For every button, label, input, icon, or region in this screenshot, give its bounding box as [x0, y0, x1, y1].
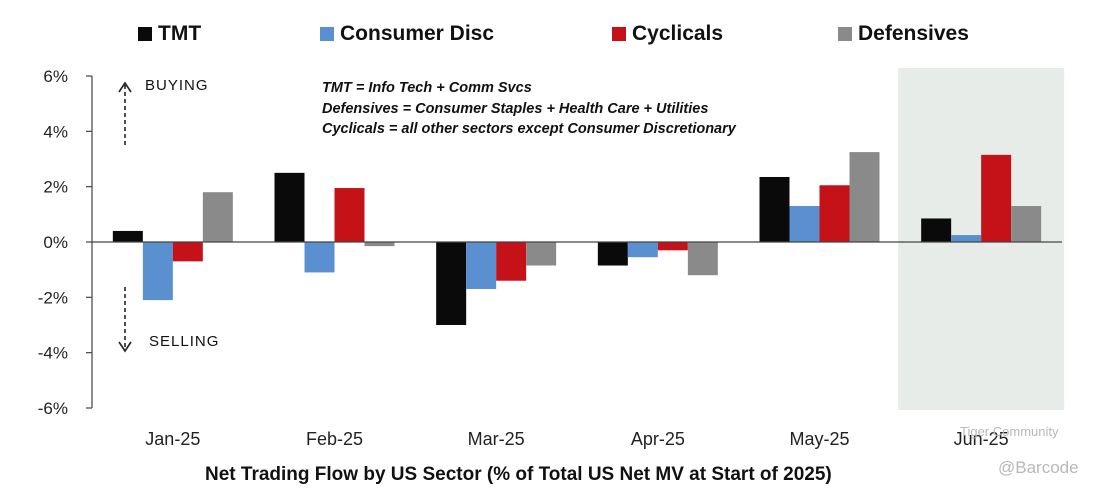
watermark-community: Tiger Community — [960, 424, 1059, 439]
bar-cyclicals-jan-25 — [172, 242, 203, 262]
bar-consumer-disc-mar-25 — [466, 242, 497, 290]
x-tick-label: May-25 — [789, 429, 849, 449]
bar-defensives-feb-25 — [364, 242, 395, 247]
x-tick-label: Jan-25 — [145, 429, 200, 449]
buying-arrow — [118, 81, 132, 145]
legend-item-defensives: Defensives — [838, 22, 969, 46]
y-tick-label: 0% — [43, 233, 68, 252]
buying-label: BUYING — [145, 77, 209, 94]
bar-tmt-jun-25 — [921, 218, 952, 242]
legend-label-tmt: TMT — [158, 22, 202, 45]
x-tick-label: Apr-25 — [631, 429, 685, 449]
x-axis: Jan-25 Feb-25 Mar-25 Apr-25 May-25 Jun-25 — [145, 429, 1008, 449]
note-line-cyclicals: Cyclicals = all other sectors except Con… — [322, 121, 736, 137]
note-line-tmt: TMT = Info Tech + Comm Svcs — [322, 80, 532, 96]
bar-tmt-apr-25 — [597, 242, 628, 266]
bar-tmt-jan-25 — [112, 230, 143, 242]
bars — [112, 152, 1042, 325]
bar-cyclicals-jun-25 — [981, 154, 1012, 242]
selling-arrow — [118, 287, 132, 353]
bar-tmt-feb-25 — [274, 172, 305, 242]
bar-cyclicals-apr-25 — [657, 242, 688, 251]
legend-label-defensives: Defensives — [858, 22, 969, 45]
bar-consumer-disc-apr-25 — [627, 242, 658, 258]
bar-defensives-jun-25 — [1011, 206, 1042, 242]
legend-item-tmt: TMT — [138, 22, 201, 46]
bar-tmt-mar-25 — [436, 242, 467, 325]
legend-item-cyclicals: Cyclicals — [612, 22, 723, 46]
bar-defensives-mar-25 — [526, 242, 557, 266]
bar-defensives-jan-25 — [202, 192, 233, 242]
legend-swatch-defensives — [838, 27, 852, 41]
definitions-note: TMT = Info Tech + Comm Svcs Defensives =… — [322, 78, 736, 140]
legend-label-consumer-disc: Consumer Disc — [340, 22, 495, 45]
y-axis: 6% 4% 2% 0% -2% -4% -6% — [38, 67, 93, 418]
x-axis-title: Net Trading Flow by US Sector (% of Tota… — [205, 464, 832, 485]
legend-swatch-tmt — [138, 27, 152, 41]
bar-defensives-may-25 — [849, 152, 880, 242]
y-tick-label: -2% — [38, 288, 68, 307]
legend: TMT Consumer Disc Cyclicals Defensives — [0, 22, 1116, 52]
legend-swatch-consumer-disc — [320, 27, 334, 41]
y-tick-label: -4% — [38, 344, 68, 363]
x-tick-label: Jun-25 — [954, 429, 1009, 449]
y-tick-label: 2% — [43, 178, 68, 197]
x-tick-label: Mar-25 — [468, 429, 525, 449]
bar-consumer-disc-feb-25 — [304, 242, 335, 273]
bar-cyclicals-feb-25 — [334, 188, 365, 242]
y-tick-label: 6% — [43, 67, 68, 86]
bar-defensives-apr-25 — [687, 242, 718, 276]
legend-swatch-cyclicals — [612, 27, 626, 41]
bar-cyclicals-may-25 — [819, 185, 850, 242]
bar-cyclicals-mar-25 — [496, 242, 527, 281]
selling-label: SELLING — [149, 333, 220, 350]
bar-consumer-disc-jun-25 — [951, 235, 982, 242]
y-tick-label: 4% — [43, 122, 68, 141]
legend-label-cyclicals: Cyclicals — [632, 22, 724, 45]
bar-consumer-disc-jan-25 — [142, 242, 173, 301]
y-tick-label: -6% — [38, 399, 68, 418]
watermark-handle: @Barcode — [998, 458, 1079, 477]
x-tick-label: Feb-25 — [306, 429, 363, 449]
legend-item-consumer-disc: Consumer Disc — [320, 22, 494, 46]
note-line-defensives: Defensives = Consumer Staples + Health C… — [322, 100, 709, 117]
bar-tmt-may-25 — [759, 176, 790, 242]
bar-consumer-disc-may-25 — [789, 206, 820, 242]
